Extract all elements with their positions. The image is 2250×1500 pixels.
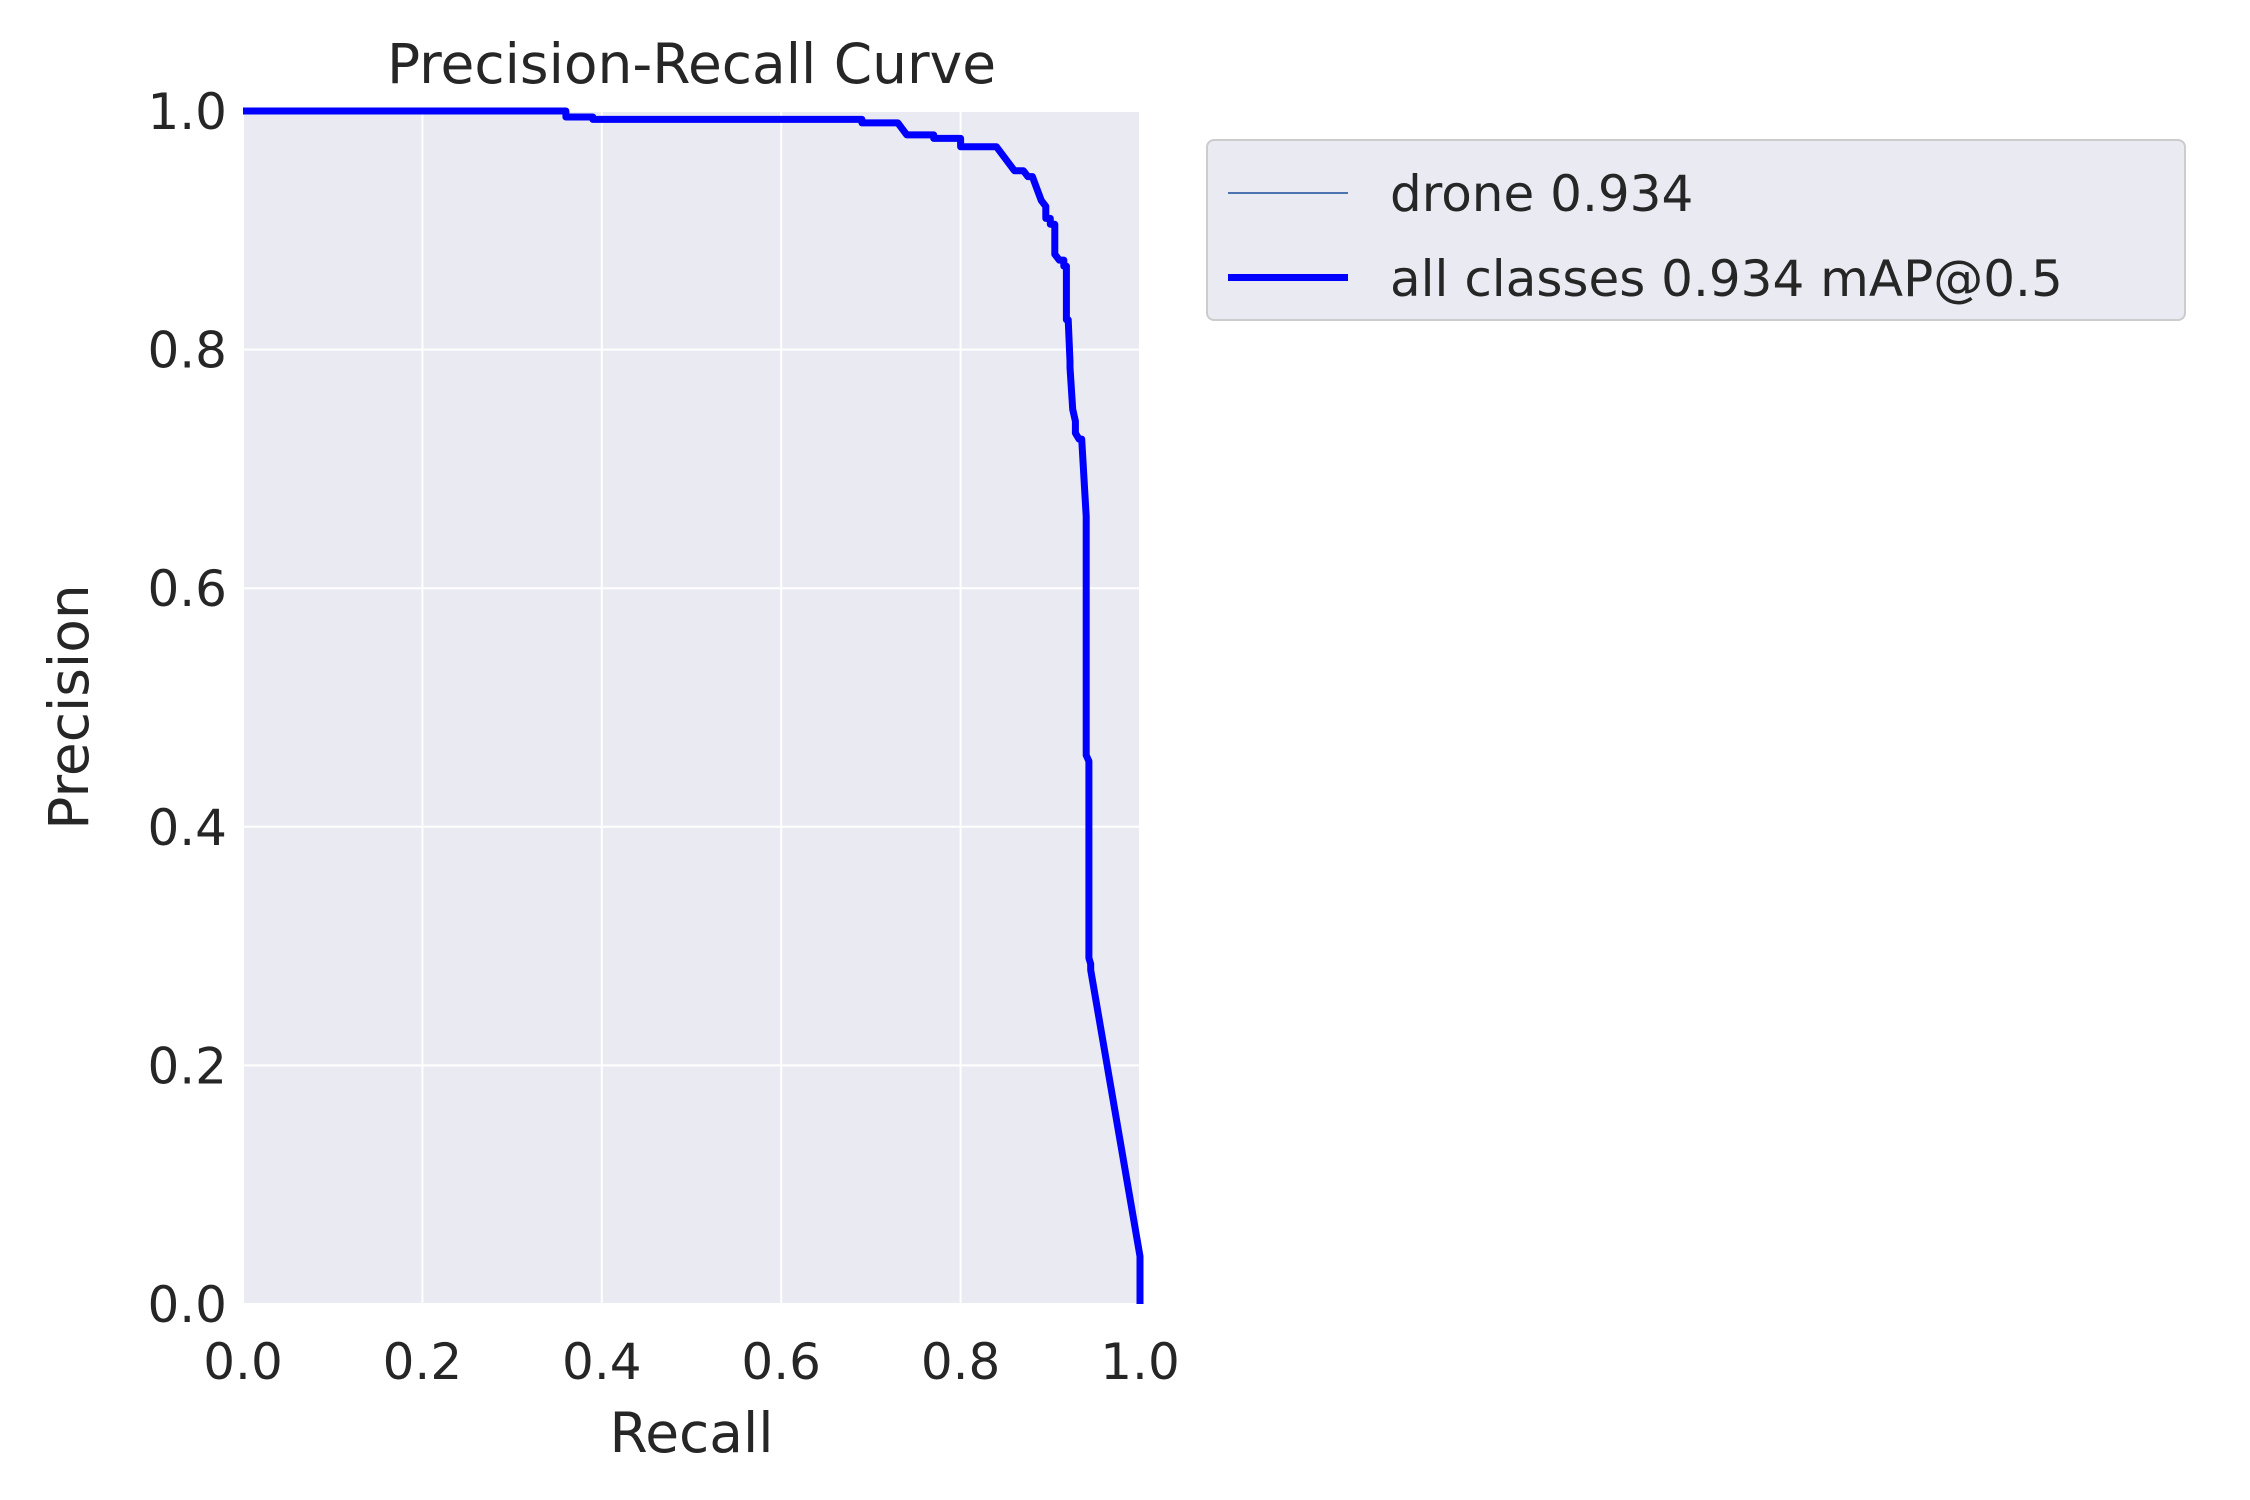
x-tick-label: 0.8	[921, 1333, 1001, 1391]
y-tick-label: 0.6	[147, 560, 227, 618]
legend-swatch-drone	[1228, 192, 1348, 194]
x-axis-label: Recall	[609, 1401, 773, 1465]
chart-title: Precision-Recall Curve	[387, 32, 996, 96]
legend-entry-all-classes: all classes 0.934 mAP@0.5	[1208, 239, 2184, 319]
y-tick-label: 0.2	[147, 1037, 227, 1095]
series-line-all-classes	[243, 107, 1144, 1304]
legend-label-all-classes: all classes 0.934 mAP@0.5	[1390, 250, 2063, 308]
x-tick-label: 1.0	[1100, 1333, 1180, 1391]
grid-lines	[242, 110, 1141, 1305]
legend-entry-drone: drone 0.934	[1208, 154, 2184, 234]
x-tick-label: 0.6	[741, 1333, 821, 1391]
plot-background	[243, 111, 1140, 1304]
series-layer	[243, 107, 1144, 1304]
legend-label-drone: drone 0.934	[1390, 165, 1694, 223]
y-tick-label: 0.8	[147, 322, 227, 380]
y-tick-label: 0.4	[147, 799, 227, 857]
y-tick-labels: 0.0 0.2 0.4 0.6 0.8 1.0	[147, 83, 227, 1334]
y-axis-label: Precision	[37, 584, 101, 829]
x-tick-label: 0.4	[562, 1333, 642, 1391]
legend: drone 0.934 all classes 0.934 mAP@0.5	[1206, 139, 2186, 321]
y-tick-label: 1.0	[147, 83, 227, 141]
x-tick-labels: 0.0 0.2 0.4 0.6 0.8 1.0	[203, 1333, 1180, 1391]
x-tick-label: 0.0	[203, 1333, 283, 1391]
x-tick-label: 0.2	[383, 1333, 463, 1391]
y-tick-label: 0.0	[147, 1276, 227, 1334]
legend-swatch-all-classes	[1228, 274, 1348, 281]
